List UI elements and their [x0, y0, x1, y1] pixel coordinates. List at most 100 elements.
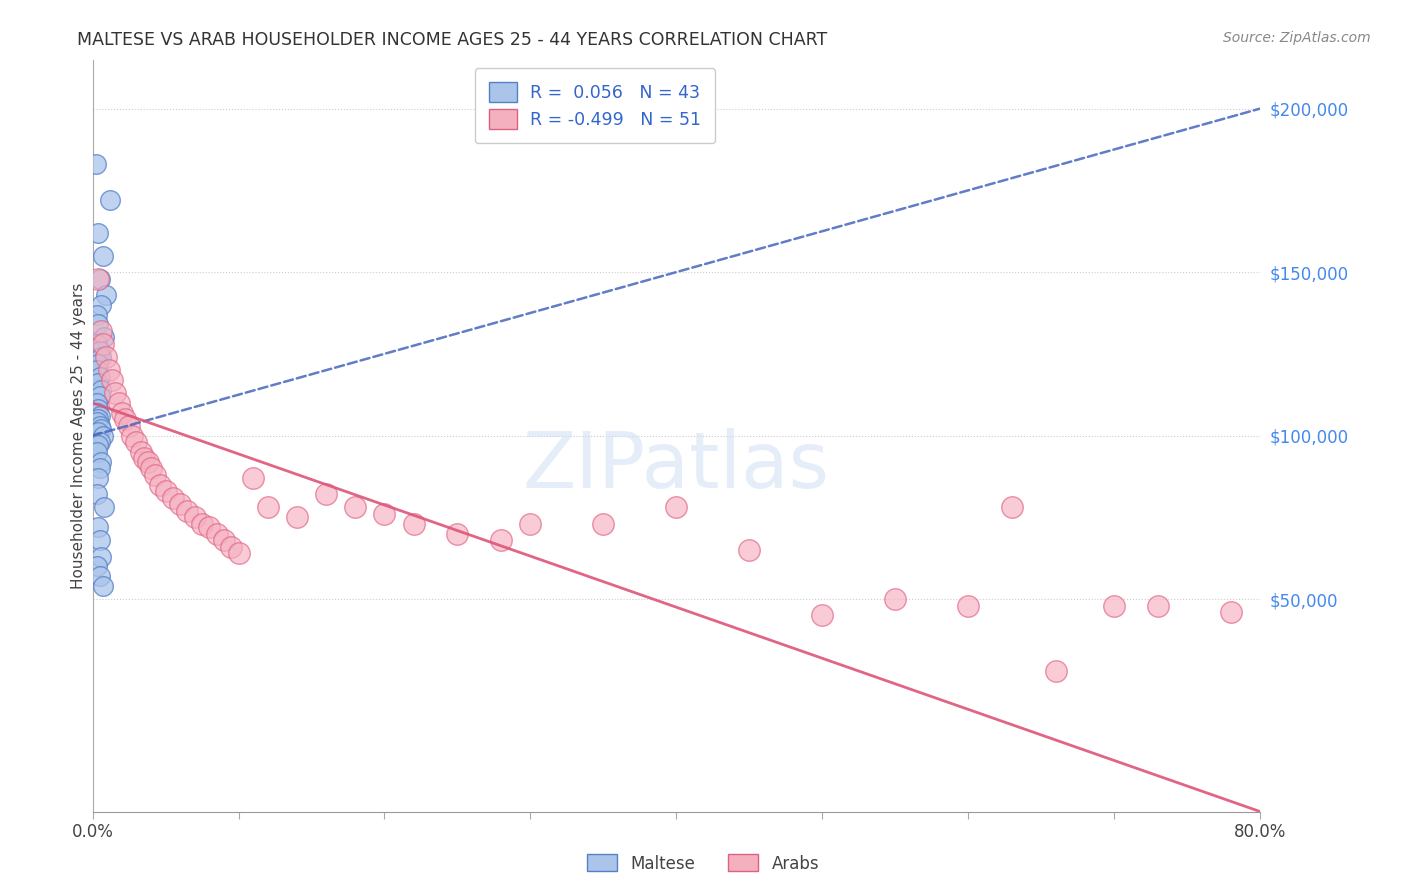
- Point: [1102, 599, 1125, 613]
- Point: [87, 412, 110, 426]
- Point: [219, 540, 242, 554]
- Point: [111, 406, 134, 420]
- Point: [228, 546, 250, 560]
- Point: [114, 412, 136, 426]
- Point: [89, 461, 111, 475]
- Point: [94, 288, 117, 302]
- Point: [94, 350, 117, 364]
- Point: [91, 428, 114, 442]
- Point: [665, 500, 688, 515]
- Point: [87, 376, 110, 391]
- Point: [446, 526, 468, 541]
- Point: [592, 516, 614, 531]
- Point: [139, 461, 162, 475]
- Point: [118, 418, 141, 433]
- Point: [87, 438, 110, 452]
- Point: [402, 516, 425, 531]
- Point: [1001, 500, 1024, 515]
- Point: [87, 425, 110, 440]
- Point: [90, 298, 112, 312]
- Point: [89, 271, 111, 285]
- Point: [136, 455, 159, 469]
- Point: [90, 350, 112, 364]
- Point: [285, 510, 308, 524]
- Point: [90, 324, 112, 338]
- Point: [89, 418, 111, 433]
- Point: [89, 389, 111, 403]
- Point: [86, 416, 108, 430]
- Point: [89, 435, 111, 450]
- Point: [957, 599, 980, 613]
- Legend: Maltese, Arabs: Maltese, Arabs: [581, 847, 825, 880]
- Text: Source: ZipAtlas.com: Source: ZipAtlas.com: [1223, 31, 1371, 45]
- Legend: R =  0.056   N = 43, R = -0.499   N = 51: R = 0.056 N = 43, R = -0.499 N = 51: [475, 69, 716, 143]
- Point: [884, 592, 907, 607]
- Point: [86, 445, 108, 459]
- Point: [87, 271, 110, 285]
- Point: [315, 487, 337, 501]
- Point: [93, 500, 115, 515]
- Point: [125, 435, 148, 450]
- Point: [1146, 599, 1168, 613]
- Point: [86, 487, 108, 501]
- Point: [176, 504, 198, 518]
- Text: MALTESE VS ARAB HOUSEHOLDER INCOME AGES 25 - 44 YEARS CORRELATION CHART: MALTESE VS ARAB HOUSEHOLDER INCOME AGES …: [77, 31, 828, 49]
- Point: [519, 516, 541, 531]
- Point: [87, 520, 110, 534]
- Point: [108, 396, 131, 410]
- Point: [86, 363, 108, 377]
- Point: [87, 402, 110, 417]
- Point: [344, 500, 367, 515]
- Point: [198, 520, 221, 534]
- Point: [89, 533, 111, 548]
- Point: [84, 157, 107, 171]
- Point: [373, 507, 395, 521]
- Point: [90, 549, 112, 564]
- Point: [1219, 605, 1241, 619]
- Point: [89, 343, 111, 358]
- Point: [89, 409, 111, 423]
- Point: [86, 559, 108, 574]
- Point: [86, 308, 108, 322]
- Point: [738, 543, 761, 558]
- Point: [86, 337, 108, 351]
- Point: [87, 226, 110, 240]
- Point: [145, 467, 167, 482]
- Point: [86, 396, 108, 410]
- Point: [89, 369, 111, 384]
- Point: [91, 249, 114, 263]
- Point: [89, 569, 111, 583]
- Text: ZIPatlas: ZIPatlas: [523, 427, 830, 504]
- Point: [132, 451, 155, 466]
- Point: [155, 484, 177, 499]
- Point: [256, 500, 278, 515]
- Point: [93, 330, 115, 344]
- Point: [103, 386, 125, 401]
- Point: [149, 477, 172, 491]
- Point: [129, 445, 152, 459]
- Point: [86, 406, 108, 420]
- Point: [90, 455, 112, 469]
- Point: [87, 318, 110, 332]
- Point: [191, 516, 214, 531]
- Point: [212, 533, 235, 548]
- Point: [90, 383, 112, 397]
- Point: [811, 608, 834, 623]
- Point: [162, 491, 184, 505]
- Point: [100, 373, 122, 387]
- Point: [121, 428, 143, 442]
- Point: [242, 471, 264, 485]
- Point: [87, 471, 110, 485]
- Point: [97, 363, 120, 377]
- Point: [169, 497, 191, 511]
- Point: [489, 533, 512, 548]
- Point: [184, 510, 207, 524]
- Point: [90, 422, 112, 436]
- Y-axis label: Householder Income Ages 25 - 44 years: Householder Income Ages 25 - 44 years: [72, 283, 86, 589]
- Point: [205, 526, 228, 541]
- Point: [1045, 664, 1067, 678]
- Point: [91, 337, 114, 351]
- Point: [87, 357, 110, 371]
- Point: [98, 193, 121, 207]
- Point: [91, 579, 114, 593]
